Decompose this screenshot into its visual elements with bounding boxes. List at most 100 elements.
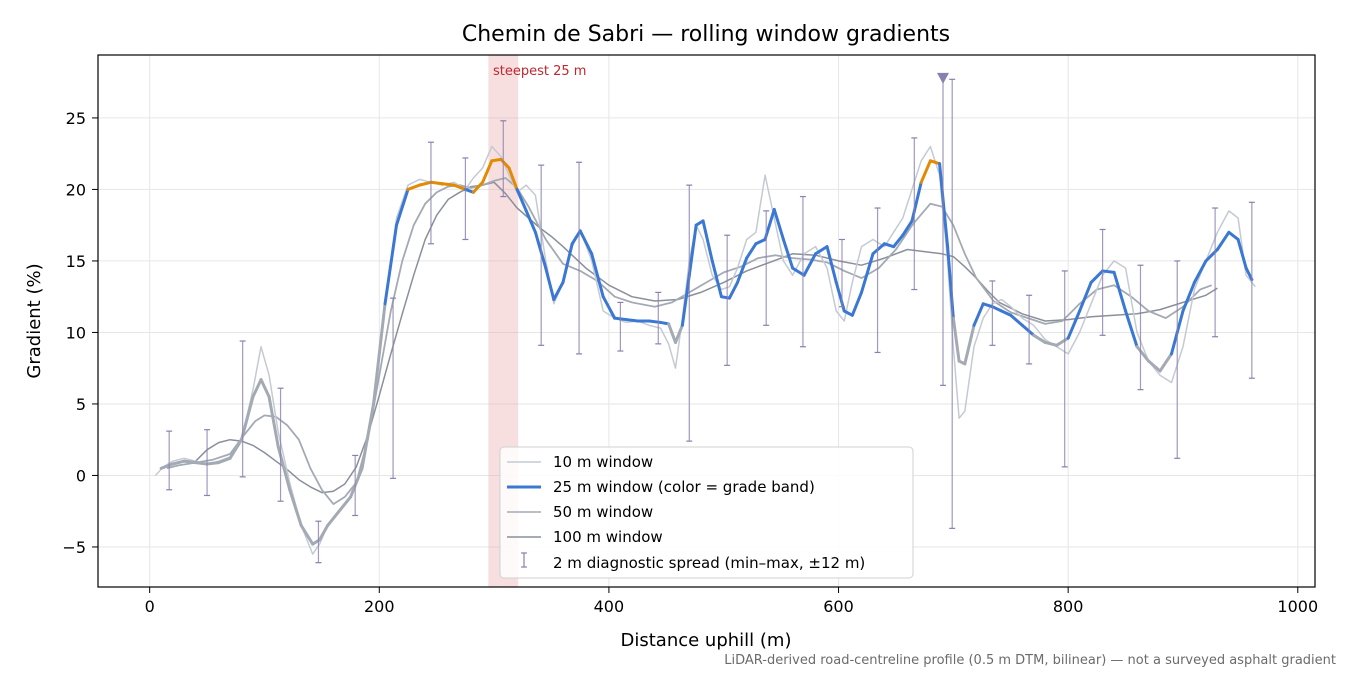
series-25m-segment bbox=[318, 524, 330, 542]
series-25m-segment bbox=[850, 290, 863, 317]
diagnostic-spread-bar bbox=[500, 120, 507, 198]
series-25m-segment bbox=[259, 378, 271, 399]
diagnostic-spread-bar bbox=[724, 234, 731, 366]
y-tick-label: 15 bbox=[66, 252, 86, 271]
legend-label-25m: 25 m window (color = grade band) bbox=[553, 478, 815, 496]
diagnostic-spread-bars bbox=[166, 77, 1255, 564]
series-line-100m bbox=[195, 181, 1218, 494]
series-25m-segment bbox=[1020, 323, 1036, 337]
series-25m-segment bbox=[471, 180, 485, 194]
series-25m-segment bbox=[781, 237, 795, 270]
diagnostic-spread-bar bbox=[352, 454, 359, 517]
series-25m-segment bbox=[1009, 313, 1024, 327]
series-25m-segment bbox=[624, 318, 640, 323]
diagnostic-spread-bar bbox=[874, 207, 881, 354]
series-25m-segment bbox=[406, 183, 421, 191]
diagnostic-spread-bar bbox=[1026, 294, 1033, 365]
y-tick-label: 5 bbox=[76, 395, 86, 414]
footnote: LiDAR-derived road-centreline profile (0… bbox=[724, 653, 1336, 668]
diagnostic-spread-bar bbox=[390, 297, 397, 479]
grid bbox=[98, 55, 1315, 587]
series-25m-segment bbox=[1043, 340, 1059, 347]
diagnostic-spread-bar bbox=[799, 195, 806, 348]
series-25m-segment bbox=[1089, 269, 1105, 284]
diagnostic-spread-bar bbox=[204, 429, 211, 497]
series-25m-segment bbox=[1244, 266, 1254, 282]
series-25m-segment bbox=[440, 182, 456, 187]
x-tick-label: 400 bbox=[594, 597, 625, 616]
series-25m-segment bbox=[1066, 309, 1082, 340]
series-25m-segment bbox=[735, 256, 749, 284]
series-25m-segment bbox=[360, 402, 376, 470]
chart-title: Chemin de Sabri — rolling window gradien… bbox=[462, 22, 950, 47]
series-25m-segment bbox=[814, 245, 829, 256]
series-25m-segment bbox=[349, 466, 364, 499]
series-25m-segment bbox=[217, 456, 232, 465]
series-25m-segment bbox=[791, 266, 806, 277]
diagnostic-spread-bar bbox=[617, 301, 624, 352]
series-25m-segment bbox=[205, 461, 221, 466]
series-25m-segment bbox=[1032, 333, 1047, 344]
series-25m-segment bbox=[1101, 269, 1116, 274]
diagnostic-spread-bar bbox=[1099, 228, 1106, 336]
series-lines bbox=[154, 145, 1256, 555]
series-25m-segment bbox=[507, 166, 519, 191]
y-tick-label: 20 bbox=[66, 180, 86, 199]
series-25m-segment bbox=[171, 459, 186, 466]
series-25m-segment bbox=[1181, 280, 1196, 313]
series-25m-segment bbox=[910, 180, 923, 223]
highlight-annotation: steepest 25 m bbox=[493, 64, 586, 79]
series-25m-segment bbox=[951, 316, 961, 363]
diagnostic-spread-bar bbox=[427, 141, 434, 245]
series-25m-segment bbox=[578, 229, 594, 256]
series-25m-segment bbox=[972, 302, 985, 327]
x-tick-label: 200 bbox=[364, 597, 395, 616]
legend-box bbox=[499, 446, 914, 579]
series-25m-segment bbox=[1227, 230, 1240, 241]
series-25m-segment bbox=[499, 157, 511, 170]
series-25m-segment bbox=[745, 242, 758, 260]
series-25m-segment bbox=[337, 495, 353, 513]
series-25m-segment bbox=[481, 159, 494, 184]
series-25m-segment bbox=[288, 488, 303, 528]
y-axis-label: Gradient (%) bbox=[24, 263, 45, 378]
x-tick-label: 800 bbox=[1053, 597, 1084, 616]
series-25m-segment bbox=[1215, 230, 1231, 251]
series-25m-segment bbox=[990, 305, 1004, 313]
series-25m-segment bbox=[710, 259, 723, 299]
legend-label-spread: 2 m diagnostic spread (min–max, ±12 m) bbox=[553, 554, 865, 572]
series-25m-segment bbox=[680, 273, 691, 327]
diagnostic-spread-bar bbox=[1174, 260, 1181, 459]
series-25m-segment bbox=[326, 509, 341, 528]
series-25m-segment bbox=[772, 207, 785, 241]
series-25m-segment bbox=[1147, 359, 1162, 373]
y-tick-label: 25 bbox=[66, 109, 86, 128]
series-25m-segment bbox=[842, 309, 854, 317]
series-25m-segment bbox=[802, 252, 818, 277]
series-25m-segment bbox=[194, 461, 209, 466]
series-25m-segment bbox=[727, 280, 739, 300]
series-25m-segment bbox=[859, 252, 875, 294]
series-25m-segment bbox=[395, 187, 410, 227]
series-25m-segment bbox=[515, 187, 528, 213]
diagnostic-spread-bar bbox=[1212, 207, 1219, 338]
series-25m-segment bbox=[251, 378, 263, 399]
series-25m-segment bbox=[1124, 309, 1139, 349]
series-25m-segment bbox=[490, 157, 503, 163]
series-25m-segment bbox=[963, 323, 976, 366]
series-25m-segment bbox=[372, 302, 387, 406]
series-25m-segment bbox=[524, 209, 537, 234]
series-25m-segment bbox=[552, 280, 565, 302]
series-25m-segment bbox=[1236, 237, 1248, 270]
x-tick-label: 1000 bbox=[1277, 597, 1318, 616]
series-25m-segment bbox=[159, 462, 175, 470]
x-tick-label: 600 bbox=[823, 597, 854, 616]
y-tick-label: 10 bbox=[66, 323, 86, 342]
diagnostic-spread-bar bbox=[277, 387, 284, 502]
series-25m-segment bbox=[267, 395, 280, 449]
off-scale-markers bbox=[937, 72, 950, 84]
diagnostic-spread-bar bbox=[655, 291, 662, 345]
legend: 10 m window 25 m window (color = grade b… bbox=[499, 446, 914, 579]
series-line-50m bbox=[166, 177, 1213, 505]
